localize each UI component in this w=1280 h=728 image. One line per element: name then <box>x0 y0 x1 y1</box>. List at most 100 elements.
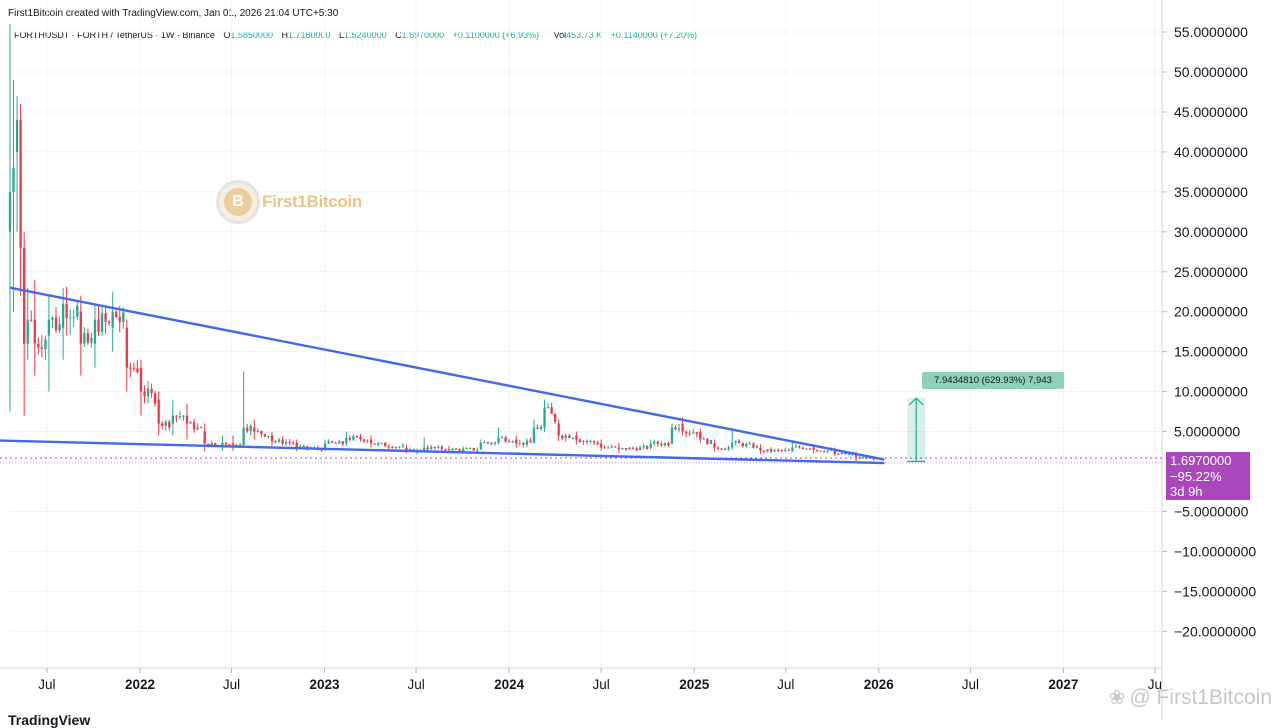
candle-body <box>614 446 617 448</box>
candle-body <box>139 367 143 392</box>
candle-body <box>773 449 776 452</box>
candle-body <box>15 119 19 152</box>
candle-body <box>189 422 192 424</box>
badge-change: −95.22% <box>1170 468 1222 484</box>
candle-body <box>546 407 550 409</box>
price-tick-label: 55.0000000 <box>1174 24 1248 40</box>
candle-body <box>695 432 698 435</box>
candle-body <box>146 388 150 397</box>
candle-body <box>550 407 553 414</box>
candle-body <box>153 393 157 404</box>
candle-body <box>164 421 167 426</box>
candle-body <box>288 442 291 444</box>
candle-body <box>235 444 238 446</box>
candle-body <box>844 452 847 455</box>
candle-body <box>525 440 528 445</box>
candle-body <box>515 439 518 444</box>
candle-body <box>557 423 560 436</box>
candle-body <box>674 427 677 430</box>
candle-body <box>302 445 305 447</box>
candle-body <box>518 442 521 444</box>
candle-body <box>175 415 178 417</box>
candle-body <box>366 440 369 442</box>
high-value: 1.7180000 <box>287 30 331 40</box>
candle-body <box>600 443 603 448</box>
candle-body <box>568 435 571 439</box>
time-tick-label: 2022 <box>125 677 155 692</box>
price-tick-label: 25.0000000 <box>1174 264 1248 280</box>
high-label: H <box>281 30 288 40</box>
candle-body <box>730 442 734 448</box>
candle-body <box>787 449 790 451</box>
watermark-text: First1Bitcoin <box>262 192 363 211</box>
candle-body <box>440 446 444 450</box>
time-tick-label: 2026 <box>864 677 895 692</box>
candle-body <box>536 427 539 429</box>
measure-label[interactable]: 7.9434810 (629.93%) 7,943 <box>922 372 1064 389</box>
candle-body <box>702 438 705 440</box>
candle-body <box>334 442 337 444</box>
candle-body <box>433 446 436 448</box>
candle-body <box>214 442 217 445</box>
candle-body <box>426 447 429 450</box>
candle-body <box>840 452 844 455</box>
candle-body <box>401 445 405 447</box>
candle-body <box>727 447 730 450</box>
candle-body <box>554 413 557 422</box>
candle-body <box>469 447 472 449</box>
paw-icon: ❀ <box>1108 687 1126 709</box>
symbol-label[interactable]: FORTHUSDT · FORTH / TetherUS · 1W · Bina… <box>14 30 215 40</box>
trendline-upper[interactable] <box>9 286 885 461</box>
price-tick-label: −20.0000000 <box>1174 623 1256 639</box>
price-tick-label: 20.0000000 <box>1174 304 1248 320</box>
time-tick-label: 2023 <box>310 677 341 692</box>
candle-body <box>805 448 808 450</box>
candle-body <box>539 426 543 429</box>
candle-body <box>638 447 642 451</box>
candle-body <box>762 450 766 452</box>
candle-body <box>69 317 72 319</box>
trendline-lower[interactable] <box>0 439 885 465</box>
candle-body <box>716 447 720 449</box>
candle-body <box>631 447 635 449</box>
candle-body <box>86 333 90 343</box>
candle-body <box>791 447 794 451</box>
price-tick-label: 30.0000000 <box>1174 224 1248 240</box>
candle-body <box>476 449 479 451</box>
candle-body <box>430 446 433 450</box>
volume-label: Vol <box>553 30 567 40</box>
candle-body <box>461 448 465 451</box>
candle-body <box>585 441 589 443</box>
trendlines-layer <box>0 286 1162 465</box>
candle-body <box>47 319 51 336</box>
candle-body <box>766 449 769 452</box>
time-axis[interactable]: Jul 2022 Jul 2023 Jul 2024 Jul 2025 Jul 2026 Jul 20… <box>38 668 1162 692</box>
candle-body <box>8 191 12 232</box>
candle-body <box>617 447 621 450</box>
candle-body <box>369 439 373 444</box>
candle-body <box>83 333 86 344</box>
candle-body <box>444 449 447 451</box>
candle-body <box>203 431 206 444</box>
candle-body <box>398 446 401 448</box>
price-axis[interactable]: 55.0000000 50.0000000 45.0000000 40.0000000… <box>1162 24 1256 639</box>
candle-body <box>115 311 118 317</box>
price-tick-label: 15.0000000 <box>1174 344 1248 360</box>
candle-body <box>157 399 160 424</box>
tradingview-logo[interactable]: TradingView <box>8 712 91 728</box>
candle-body <box>713 443 716 448</box>
candle-body <box>277 439 281 442</box>
candle-body <box>681 423 684 432</box>
candle-body <box>256 430 259 432</box>
candle-body <box>642 446 645 448</box>
candle-body <box>185 415 189 424</box>
candle-body <box>483 442 486 444</box>
candle-body <box>660 443 663 446</box>
time-tick-label: Jul <box>223 677 240 692</box>
candle-body <box>667 443 670 446</box>
time-tick-label: 2027 <box>1048 677 1078 692</box>
candle-body <box>228 444 231 446</box>
candle-body <box>684 431 688 434</box>
time-tick-label: 2025 <box>679 677 710 692</box>
